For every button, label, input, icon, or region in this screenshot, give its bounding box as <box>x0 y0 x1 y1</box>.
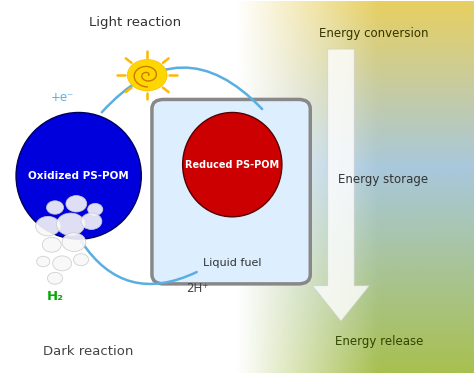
Circle shape <box>36 217 60 236</box>
Circle shape <box>46 201 64 214</box>
Text: H₂: H₂ <box>46 291 64 303</box>
Text: +e⁻: +e⁻ <box>50 91 74 104</box>
Circle shape <box>73 254 89 266</box>
Circle shape <box>56 213 85 236</box>
Text: Energy conversion: Energy conversion <box>319 27 429 40</box>
Circle shape <box>62 233 86 251</box>
Circle shape <box>53 256 72 271</box>
Circle shape <box>47 272 63 284</box>
Ellipse shape <box>16 113 141 239</box>
Circle shape <box>88 203 103 215</box>
FancyArrowPatch shape <box>73 210 78 236</box>
FancyArrowPatch shape <box>102 68 262 112</box>
Text: Oxidized PS-POM: Oxidized PS-POM <box>28 171 129 181</box>
Text: 2H⁺: 2H⁺ <box>186 282 208 295</box>
Circle shape <box>42 237 61 252</box>
Text: Energy release: Energy release <box>335 335 423 348</box>
Text: Liquid fuel: Liquid fuel <box>203 258 262 269</box>
Text: Dark reaction: Dark reaction <box>43 346 133 358</box>
Polygon shape <box>313 49 369 321</box>
Circle shape <box>36 256 50 267</box>
Text: Energy storage: Energy storage <box>338 173 428 186</box>
Circle shape <box>128 59 167 91</box>
Ellipse shape <box>182 113 282 217</box>
FancyArrowPatch shape <box>82 241 197 284</box>
Circle shape <box>81 213 102 230</box>
Circle shape <box>66 196 87 212</box>
Text: Light reaction: Light reaction <box>89 16 182 28</box>
Text: Reduced PS-POM: Reduced PS-POM <box>185 160 279 170</box>
FancyBboxPatch shape <box>152 99 310 284</box>
